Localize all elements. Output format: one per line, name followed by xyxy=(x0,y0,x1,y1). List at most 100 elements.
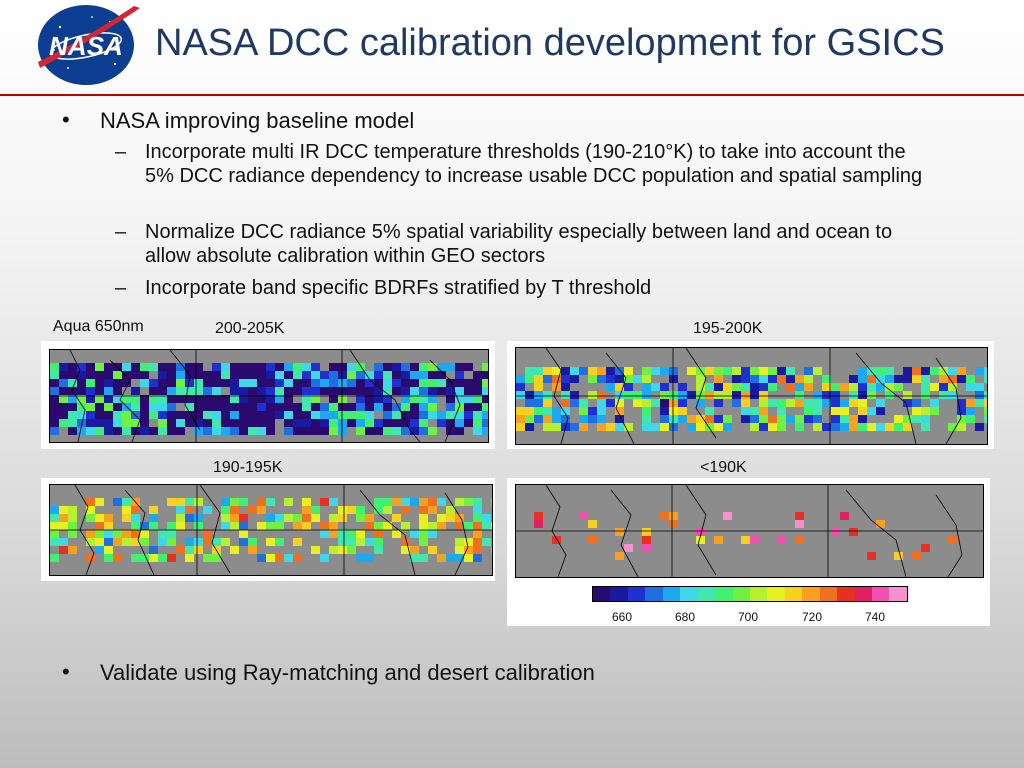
heatmap-cell xyxy=(383,498,392,506)
heatmap-cell xyxy=(437,522,446,530)
heatmap-cell xyxy=(86,371,95,379)
heatmap-cell xyxy=(104,363,113,371)
heatmap-cell xyxy=(410,411,419,419)
heatmap-cell xyxy=(858,415,867,423)
heatmap-cell xyxy=(876,399,885,407)
heatmap-cell xyxy=(543,367,552,375)
heatmap-cell xyxy=(293,538,302,546)
heatmap-cell xyxy=(266,371,275,379)
heatmap-cell xyxy=(624,544,633,552)
heatmap-cell xyxy=(194,538,203,546)
heatmap-cell xyxy=(482,379,488,387)
heatmap-cell xyxy=(410,371,419,379)
heatmap-cell xyxy=(365,387,374,395)
heatmap-cell xyxy=(921,407,930,415)
heatmap-cell xyxy=(194,427,203,435)
heatmap-cell xyxy=(275,363,284,371)
heatmap-cell xyxy=(95,363,104,371)
heatmap-cell xyxy=(122,395,131,403)
heatmap-cell xyxy=(167,363,176,371)
heatmap-cell xyxy=(176,427,185,435)
heatmap-cell xyxy=(185,546,194,554)
heatmap-cell xyxy=(311,506,320,514)
heatmap-cell xyxy=(104,554,113,562)
heatmap-cell xyxy=(329,419,338,427)
heatmap-cell xyxy=(185,363,194,371)
heatmap-cell xyxy=(302,403,311,411)
heatmap-cell xyxy=(696,399,705,407)
heatmap-cell xyxy=(813,391,822,399)
heatmap-cell xyxy=(338,546,347,554)
heatmap-cell xyxy=(410,530,419,538)
heatmap-cell xyxy=(543,375,552,383)
heatmap-cell xyxy=(158,363,167,371)
heatmap-cell xyxy=(257,427,266,435)
heatmap-cell xyxy=(534,383,543,391)
heatmap-cell xyxy=(356,379,365,387)
heatmap-cell xyxy=(669,391,678,399)
heatmap-cell xyxy=(59,411,68,419)
heatmap-cell xyxy=(975,399,984,407)
heatmap-cell xyxy=(239,387,248,395)
heatmap-cell xyxy=(320,427,329,435)
map-graphic xyxy=(50,350,488,442)
heatmap-cell xyxy=(50,522,59,530)
heatmap-cell xyxy=(437,498,446,506)
heatmap-cell xyxy=(131,538,140,546)
heatmap-cell xyxy=(696,375,705,383)
heatmap-cell xyxy=(347,387,356,395)
heatmap-cell xyxy=(984,367,987,375)
heatmap-cell xyxy=(588,520,597,528)
heatmap-cell xyxy=(473,371,482,379)
heatmap-cell xyxy=(410,395,419,403)
heatmap-cell xyxy=(131,427,140,435)
heatmap-cell xyxy=(50,395,59,403)
heatmap-cell xyxy=(302,411,311,419)
heatmap-cell xyxy=(185,419,194,427)
heatmap-cell xyxy=(419,395,428,403)
heatmap-cell xyxy=(311,403,320,411)
heatmap-cell xyxy=(158,538,167,546)
heatmap-cell xyxy=(203,538,212,546)
heatmap-cell xyxy=(455,514,464,522)
heatmap-cell xyxy=(365,554,374,562)
heatmap-cell xyxy=(176,514,185,522)
heatmap-cell xyxy=(939,383,948,391)
heatmap-cell xyxy=(795,415,804,423)
colorbar-swatch xyxy=(819,587,838,601)
map-graphic xyxy=(50,485,492,575)
heatmap-cell xyxy=(104,530,113,538)
heatmap-cell xyxy=(122,363,131,371)
colorbar-swatch xyxy=(715,587,733,601)
heatmap-cell xyxy=(248,379,257,387)
heatmap-cell xyxy=(482,514,491,522)
heatmap-cell xyxy=(777,423,786,431)
heatmap-cell xyxy=(410,363,419,371)
heatmap-cell xyxy=(68,522,77,530)
heatmap-cell xyxy=(392,363,401,371)
heatmap-cell xyxy=(768,423,777,431)
heatmap-cell xyxy=(966,407,975,415)
heatmap-cell xyxy=(482,419,488,427)
heatmap-cell xyxy=(561,383,570,391)
heatmap-cell xyxy=(194,522,203,530)
product-label: Aqua 650nm xyxy=(53,318,144,335)
heatmap-cell xyxy=(77,379,86,387)
heatmap-cell xyxy=(392,371,401,379)
colorbar-swatch xyxy=(697,587,716,601)
heatmap-cell xyxy=(642,528,651,536)
heatmap-cell xyxy=(543,415,552,423)
heatmap-cell xyxy=(293,371,302,379)
heatmap-cell xyxy=(455,522,464,530)
heatmap-cell xyxy=(365,403,374,411)
heatmap-cell xyxy=(624,383,633,391)
heatmap-cell xyxy=(248,395,257,403)
heatmap-cell xyxy=(356,506,365,514)
heatmap-cell xyxy=(455,371,464,379)
heatmap-cell xyxy=(624,391,633,399)
heatmap-cell xyxy=(194,419,203,427)
heatmap-cell xyxy=(347,506,356,514)
heatmap-cell xyxy=(356,514,365,522)
heatmap-cell xyxy=(473,538,482,546)
heatmap-cell xyxy=(284,379,293,387)
